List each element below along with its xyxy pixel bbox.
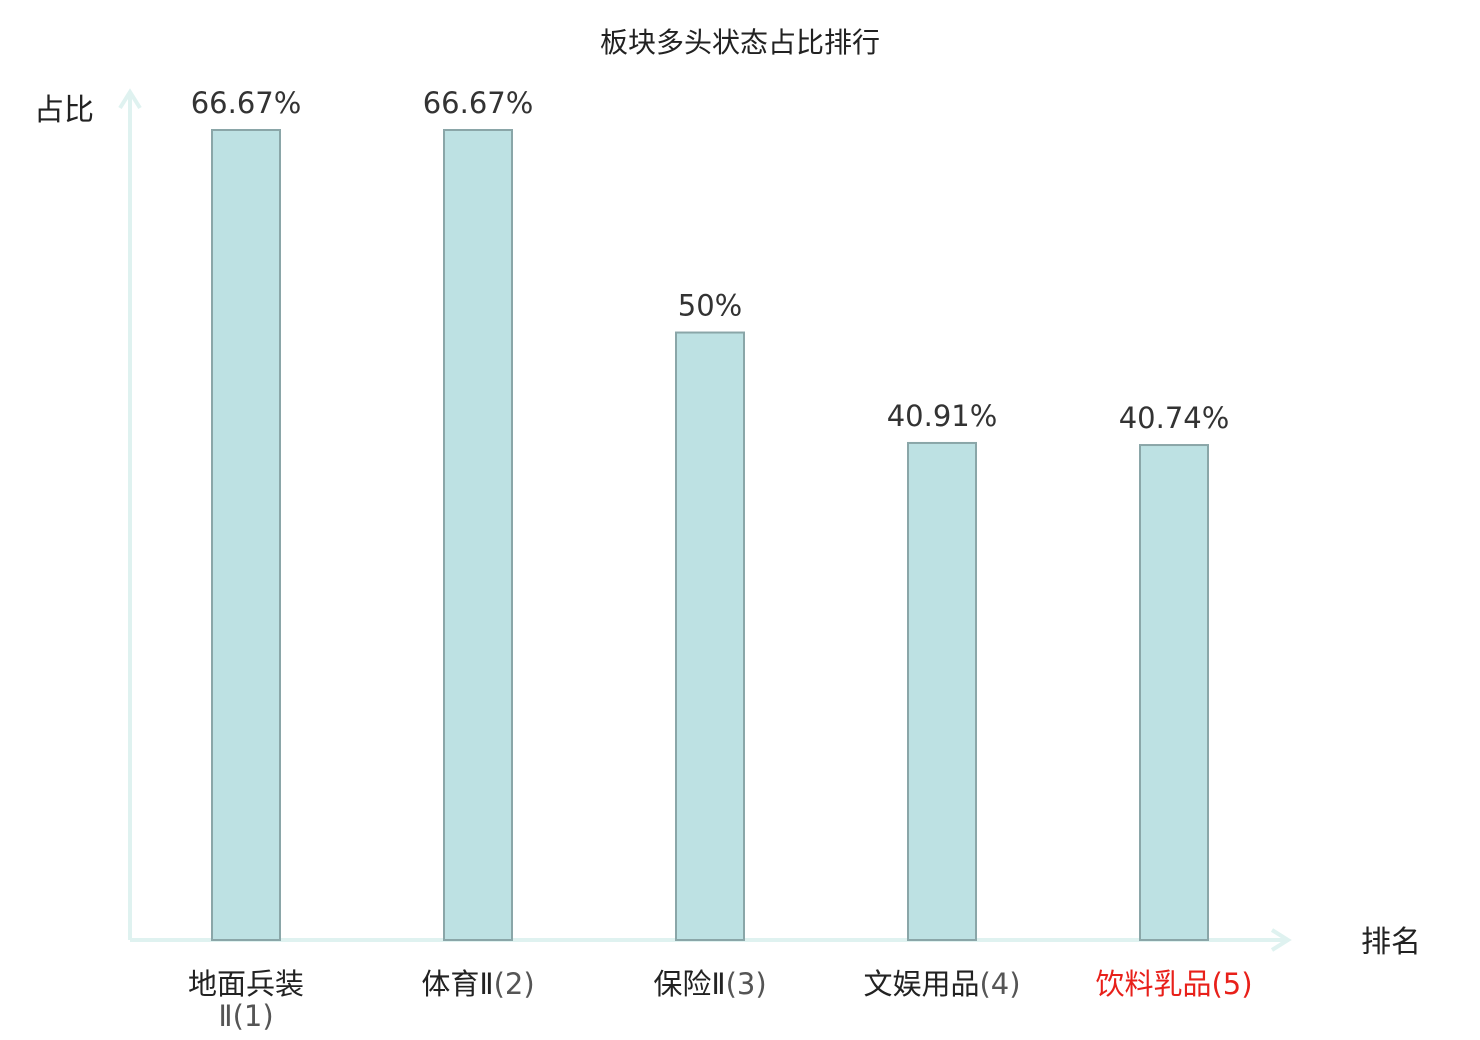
value-label: 66.67% (191, 86, 302, 120)
value-label: 40.74% (1119, 401, 1230, 435)
category-rank: (3) (726, 967, 767, 1001)
category-rank: (4) (979, 967, 1020, 1001)
category-name: 文娱用品 (863, 967, 979, 1001)
bar (1139, 444, 1209, 941)
value-label: 40.91% (887, 399, 998, 433)
category-rank: (2) (494, 967, 535, 1001)
x-axis-label: 排名 (1361, 925, 1421, 960)
value-labels: 66.67% 66.67% 50% 40.91% 40.74% (191, 86, 1230, 435)
category-name: 饮料乳品 (1095, 967, 1211, 1001)
chart-title: 板块多头状态占比排行 (600, 26, 880, 59)
bar (443, 129, 513, 941)
category-label: 地面兵装 (188, 967, 304, 1001)
category-label-line2: Ⅱ(1) (218, 999, 273, 1033)
bar (907, 441, 977, 941)
x-axis-arrow (1270, 928, 1292, 952)
category-rank: (5) (1211, 967, 1252, 1001)
bar (675, 331, 745, 941)
category-label: 饮料乳品(5) (1095, 967, 1252, 1001)
category-label: 保险Ⅱ(3) (653, 967, 766, 1001)
value-label: 66.67% (423, 86, 534, 120)
bar (211, 129, 281, 941)
category-name: 体育Ⅱ (421, 967, 493, 1001)
category-label: 体育Ⅱ(2) (421, 967, 534, 1001)
y-axis-label: 占比 (34, 93, 94, 128)
category-name: 保险Ⅱ (653, 967, 725, 1001)
value-label: 50% (678, 289, 742, 323)
bars (211, 129, 1209, 941)
y-axis-arrow (118, 88, 142, 110)
category-label: 文娱用品(4) (863, 967, 1020, 1001)
